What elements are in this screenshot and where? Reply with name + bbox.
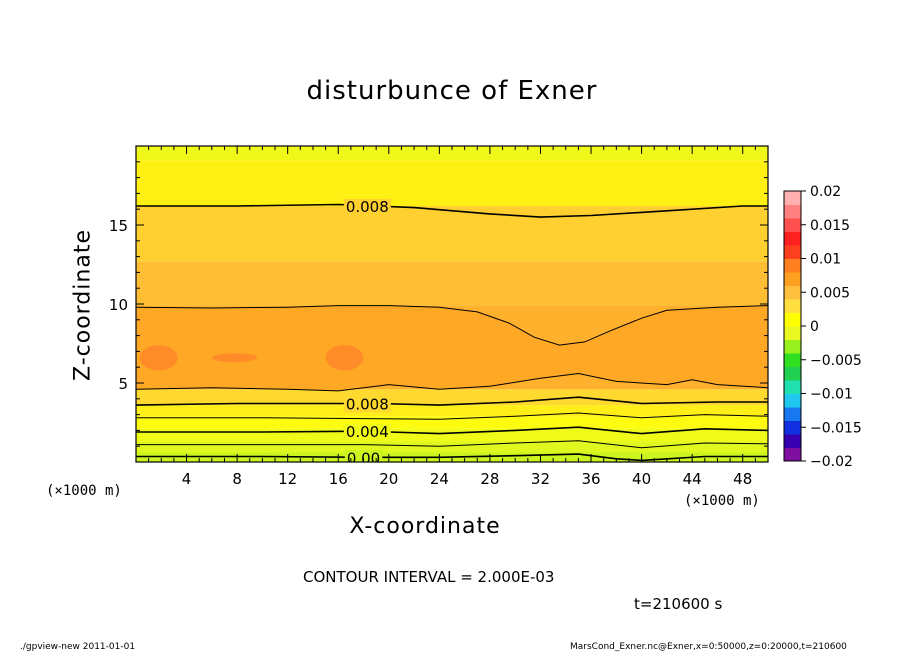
x-tick-label-16: 16 [329, 470, 348, 488]
contour-label-0: 0.008 [346, 198, 389, 216]
contour-line-5 [136, 426, 768, 435]
filled-band-4 [136, 405, 768, 417]
x-tick-label-20: 20 [379, 470, 398, 488]
x-unit-label-right: (×1000 m) [684, 493, 760, 509]
colorbar-swatch-1 [784, 434, 801, 448]
filled-band-8 [136, 206, 768, 262]
colorbar-swatch-14 [784, 258, 801, 273]
colorbar-swatch-15 [784, 245, 801, 259]
colorbar-swatch-7 [784, 353, 801, 367]
contour-line-3 [136, 396, 768, 406]
x-tick-label-48: 48 [733, 470, 752, 488]
x-tick-label-32: 32 [531, 470, 550, 488]
colorbar-tick-label-0: 0.02 [810, 184, 841, 200]
contour-label-2: 0.004 [346, 423, 389, 441]
y-tick-label-15: 15 [109, 217, 128, 235]
filled-band-7 [136, 261, 768, 306]
chart-title: disturbunce of Exner [306, 76, 598, 106]
time-stamp: t=210600 s [634, 595, 723, 613]
colorbar-swatch-10 [784, 312, 801, 327]
contour-label-1: 0.008 [346, 396, 389, 414]
colorbar-tick-label-5: −0.005 [810, 353, 862, 369]
filled-band-10 [136, 146, 768, 161]
filled-band-9 [136, 160, 768, 207]
x-tick-label-36: 36 [581, 470, 600, 488]
colorbar-tick-label-6: −0.01 [810, 387, 853, 403]
colorbar-swatch-3 [784, 407, 801, 421]
x-unit-label-left: (×1000 m) [46, 483, 122, 499]
colorbar-swatch-11 [784, 299, 801, 313]
local-max-blob-2 [325, 345, 364, 371]
filled-band-3 [136, 416, 768, 429]
local-max-blob-0 [139, 345, 178, 371]
x-tick-label-12: 12 [278, 470, 297, 488]
colorbar-swatch-19 [784, 191, 801, 205]
footer-file-info: MarsCond_Exner.nc@Exner,x=0:50000,z=0:20… [570, 642, 847, 652]
colorbar-swatch-2 [784, 420, 801, 435]
colorbar-tick-label-2: 0.01 [810, 252, 841, 268]
plot-area: 0.008 0.008 0.004 0.00 [136, 146, 768, 467]
contour-label-bg-1 [343, 396, 391, 413]
x-axis-label: X-coordinate [349, 514, 501, 539]
footer-program-info: ./gpview-new 2011-01-01 [20, 642, 136, 652]
contour-line-0 [136, 203, 768, 218]
colorbar-swatch-17 [784, 218, 801, 232]
x-tick-label-8: 8 [232, 470, 242, 488]
contour-line-2 [136, 372, 768, 392]
plot-content: 0.008 0.008 0.004 0.00 [136, 146, 768, 467]
colorbar-swatch-0 [784, 447, 801, 462]
max-region [136, 305, 768, 391]
contour-line-1 [136, 305, 768, 346]
colorbar-swatch-6 [784, 366, 801, 381]
colorbar-tick-label-4: 0 [810, 319, 819, 335]
contour-label-bg-3 [344, 450, 383, 462]
colorbar-swatch-5 [784, 380, 801, 394]
colorbar-tick-label-8: −0.02 [810, 454, 853, 470]
x-tick-label-4: 4 [182, 470, 192, 488]
x-tick-label-28: 28 [480, 470, 499, 488]
x-tick-label-44: 44 [683, 470, 702, 488]
local-max-blob-1 [211, 353, 258, 363]
colorbar-swatch-12 [784, 285, 801, 300]
filled-band-5 [136, 389, 768, 406]
contour-line-6 [136, 440, 768, 449]
colorbar-swatch-4 [784, 393, 801, 408]
filled-band-1 [136, 441, 768, 453]
x-tick-label-24: 24 [430, 470, 449, 488]
colorbar-swatch-13 [784, 272, 801, 286]
colorbar-swatch-18 [784, 204, 801, 219]
colorbar-swatch-9 [784, 326, 801, 340]
y-tick-label-10: 10 [109, 296, 128, 314]
contour-line-7 [136, 453, 768, 462]
colorbar: 0.02 0.015 0.01 0.005 0 −0.005 −0.01 −0.015 −0.0… [783, 184, 862, 470]
y-axis-label: Z-coordinate [70, 229, 96, 381]
contour-interval-text: CONTOUR INTERVAL = 2.000E-03 [303, 568, 555, 586]
colorbar-swatch-16 [784, 231, 801, 246]
contour-label-bg-2 [343, 424, 391, 441]
colorbar-swatch-8 [784, 339, 801, 354]
contour-label-bg-0 [343, 199, 391, 216]
x-tick-label-40: 40 [632, 470, 651, 488]
y-tick-label-5: 5 [118, 375, 128, 393]
contour-label-3: 0.00 [347, 449, 380, 467]
colorbar-tick-label-3: 0.005 [810, 285, 850, 301]
colorbar-tick-label-1: 0.015 [810, 218, 850, 234]
contour-line-4 [136, 412, 768, 420]
colorbar-tick-label-7: −0.015 [810, 420, 862, 436]
